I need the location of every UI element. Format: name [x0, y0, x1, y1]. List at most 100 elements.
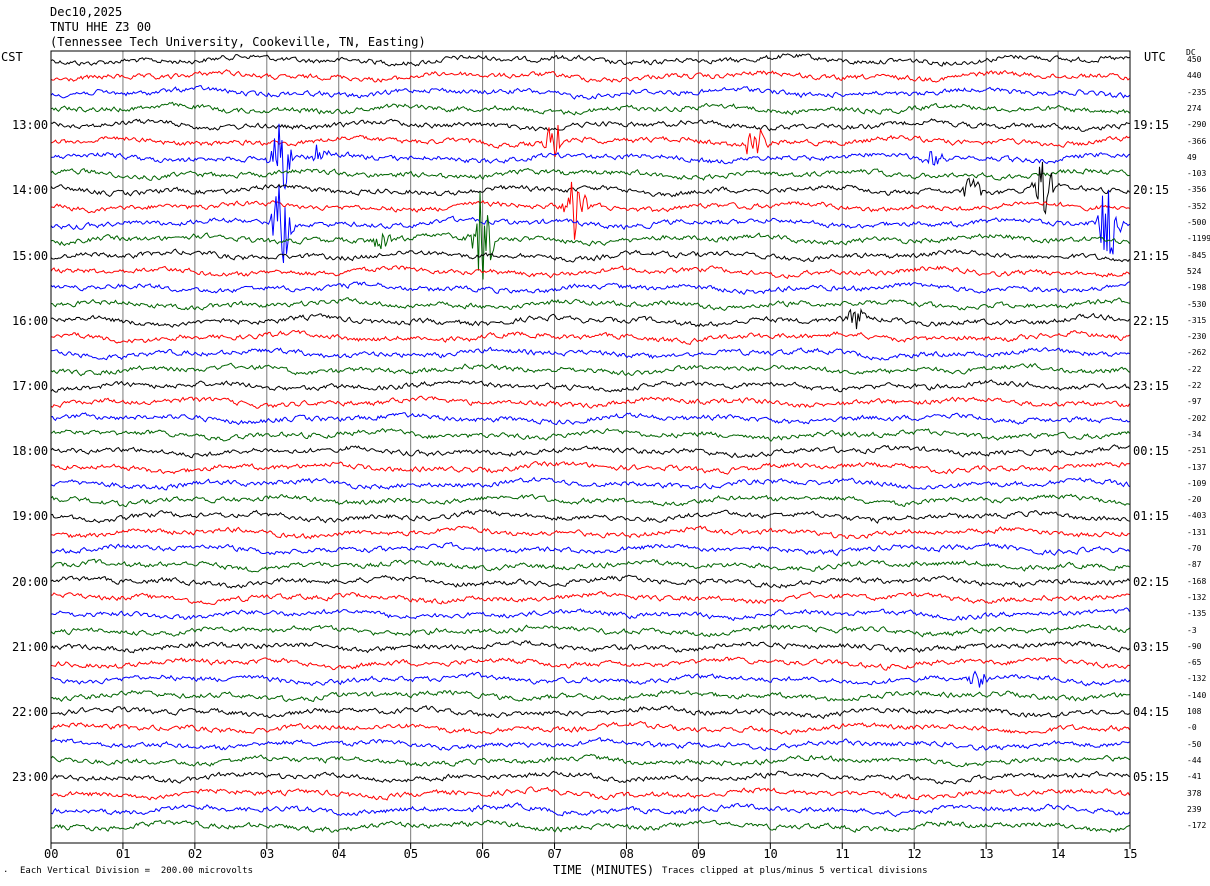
- left-hour-label: 19:00: [12, 509, 49, 524]
- trace-row-16: [50, 307, 1130, 330]
- x-tick-label: 01: [115, 847, 131, 861]
- trace-row-32: [50, 574, 1130, 589]
- dc-offset-value: 239: [1187, 804, 1202, 814]
- left-hour-label: 14:00: [12, 183, 49, 198]
- trace-row-31: [50, 558, 1130, 573]
- trace-row-19: [50, 362, 1130, 377]
- x-tick-label: 04: [331, 847, 347, 861]
- trace-row-4: [50, 118, 1130, 132]
- plot-border: [50, 50, 1131, 844]
- left-hour-label: 16:00: [12, 313, 49, 328]
- left-hour-label: 23:00: [12, 770, 49, 785]
- dc-offset-value: -131: [1187, 527, 1207, 537]
- dc-offset-value: -230: [1187, 332, 1207, 342]
- x-tick-label: 07: [547, 847, 562, 861]
- right-hour-label: 05:15: [1133, 770, 1170, 785]
- dc-offset-value: -530: [1187, 299, 1207, 309]
- left-hour-label: 15:00: [12, 248, 49, 263]
- right-hour-label: 21:15: [1133, 248, 1170, 263]
- left-hour-label: 22:00: [12, 705, 49, 719]
- right-hour-label: 19:15: [1133, 118, 1170, 133]
- x-tick-label: 05: [403, 847, 419, 861]
- x-tick-label: 02: [187, 847, 203, 861]
- right-hour-label: 00:15: [1133, 444, 1170, 459]
- x-tick-label: 13: [979, 847, 994, 861]
- dc-offset-value: 450: [1187, 55, 1202, 64]
- trace-row-11: [50, 191, 1130, 280]
- x-tick-label: 03: [259, 847, 275, 861]
- x-tick-label: 15: [1123, 847, 1138, 861]
- x-tick-label: 12: [907, 847, 922, 861]
- trace-row-18: [50, 346, 1130, 361]
- trace-row-6: [50, 123, 1130, 190]
- trace-row-8: [50, 161, 1130, 215]
- dc-offset-value: -3: [1187, 625, 1197, 635]
- trace-row-21: [50, 395, 1130, 409]
- trace-row-20: [50, 379, 1130, 393]
- dc-offset-value: -50: [1187, 739, 1202, 749]
- x-axis-title: TIME (MINUTES): [553, 863, 655, 877]
- trace-row-39: [50, 689, 1130, 703]
- dc-offset-value: -132: [1187, 592, 1207, 602]
- footer-mark: .: [3, 865, 9, 875]
- dc-offset-value: 378: [1187, 788, 1202, 798]
- left-hour-label: 18:00: [12, 444, 49, 459]
- dc-offset-value: -168: [1187, 576, 1207, 586]
- dc-offset-value: -262: [1187, 348, 1207, 358]
- left-hour-label: 21:00: [12, 639, 49, 654]
- dc-offset-value: -34: [1187, 429, 1202, 439]
- dc-offset-value: -22: [1187, 364, 1202, 374]
- trace-row-5: [50, 124, 1130, 158]
- trace-row-33: [50, 591, 1130, 605]
- dc-offset-value: -132: [1187, 674, 1207, 684]
- dc-offset-value: -90: [1187, 641, 1202, 651]
- right-timezone-label: UTC: [1144, 50, 1166, 64]
- header-location: (Tennessee Tech University, Cookeville, …: [50, 35, 426, 49]
- trace-row-14: [50, 281, 1130, 296]
- trace-row-3: [50, 101, 1130, 116]
- dc-offset-value: -198: [1187, 283, 1207, 293]
- trace-row-0: [50, 53, 1130, 67]
- header-date: Dec10,2025: [50, 5, 123, 19]
- right-hour-label: 20:15: [1133, 183, 1170, 198]
- trace-row-40: [50, 705, 1130, 720]
- trace-row-9: [50, 181, 1130, 240]
- trace-row-26: [50, 476, 1130, 491]
- dc-offset-value: -44: [1187, 755, 1202, 765]
- dc-offset-value: -109: [1187, 478, 1207, 488]
- dc-offset-value: -290: [1187, 120, 1207, 130]
- seismic-traces: [50, 53, 1130, 833]
- dc-offset-value: 49: [1187, 152, 1197, 162]
- dc-offset-value: -140: [1187, 690, 1207, 700]
- trace-row-7: [50, 167, 1130, 181]
- left-timezone-label: CST: [1, 50, 23, 64]
- left-hour-label: 17:00: [12, 379, 49, 393]
- dc-offset-value: -41: [1187, 772, 1202, 782]
- x-tick-label: 11: [835, 847, 850, 861]
- footer-scale-note: Each Vertical Division = 200.00 microvol…: [20, 866, 253, 876]
- right-hour-label: 03:15: [1133, 639, 1170, 654]
- right-hour-label: 04:15: [1133, 705, 1170, 719]
- dc-offset-value: -135: [1187, 609, 1207, 619]
- footer-clip-note: Traces clipped at plus/minus 5 vertical …: [662, 866, 928, 876]
- trace-row-25: [50, 460, 1130, 475]
- dc-offset-value: -500: [1187, 218, 1207, 227]
- trace-row-35: [50, 624, 1130, 638]
- left-hour-label: 20:00: [12, 574, 49, 589]
- dc-offset-value: -352: [1187, 201, 1207, 211]
- dc-offset-value: -20: [1187, 495, 1202, 505]
- dc-offset-value: -137: [1187, 462, 1207, 472]
- right-hour-label: 01:15: [1133, 509, 1170, 524]
- x-tick-label: 09: [691, 847, 706, 861]
- trace-row-41: [50, 720, 1130, 735]
- dc-offset-value: 524: [1187, 266, 1202, 276]
- trace-row-10: [50, 185, 1130, 264]
- dc-offset-value: -70: [1187, 544, 1202, 553]
- trace-row-17: [50, 329, 1130, 346]
- trace-row-30: [50, 542, 1130, 557]
- x-tick-label: 14: [1051, 847, 1066, 861]
- trace-row-37: [50, 656, 1130, 671]
- dc-offset-value: -22: [1187, 381, 1202, 390]
- dc-offset-value: -87: [1187, 560, 1202, 570]
